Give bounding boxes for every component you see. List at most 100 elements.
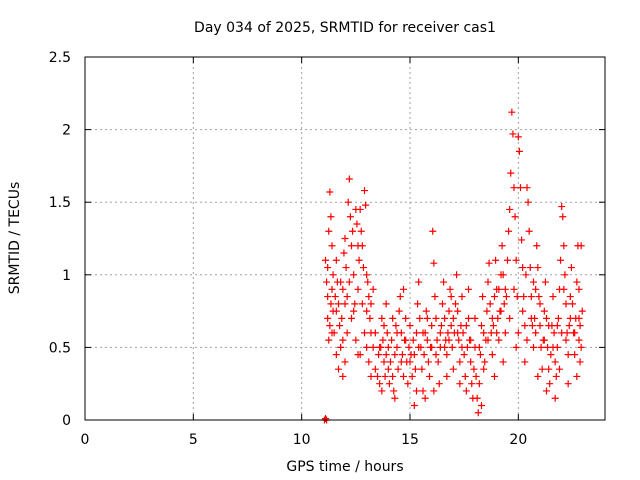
data-points [320, 108, 586, 424]
data-point [363, 343, 371, 351]
data-point [497, 307, 505, 315]
data-point [475, 343, 483, 351]
data-point [502, 293, 510, 301]
plot-frame [84, 56, 606, 421]
data-point [447, 322, 455, 330]
data-point [553, 322, 561, 330]
data-point [380, 322, 388, 330]
data-point [461, 372, 469, 380]
data-point [327, 300, 335, 308]
data-point [551, 394, 559, 402]
data-point [400, 372, 407, 380]
data-point [374, 372, 381, 380]
data-point [428, 343, 436, 351]
data-point [538, 365, 546, 373]
data-point [512, 256, 520, 264]
data-point [359, 264, 367, 272]
data-point [567, 264, 575, 272]
data-point [549, 293, 557, 301]
data-point [560, 242, 568, 250]
data-point [543, 314, 550, 322]
data-point [328, 329, 336, 337]
data-point [462, 387, 470, 395]
data-point [530, 343, 537, 351]
data-point [324, 293, 332, 301]
data-point [371, 329, 379, 337]
data-point [460, 351, 468, 359]
data-point [414, 300, 422, 308]
data-point [392, 322, 400, 330]
data-point [439, 300, 446, 308]
data-point [406, 358, 414, 366]
data-point [400, 285, 407, 293]
data-point [571, 351, 579, 359]
data-point [405, 343, 413, 351]
data-point [428, 322, 436, 330]
data-point [436, 329, 444, 337]
data-point [483, 307, 491, 315]
data-point [364, 278, 372, 286]
y-tick-label: 1.5 [49, 195, 71, 211]
data-point [349, 227, 357, 235]
data-point [481, 358, 489, 366]
data-point [409, 336, 417, 344]
data-point [332, 256, 340, 264]
data-point [491, 293, 498, 301]
data-point [431, 293, 439, 301]
data-point [430, 387, 438, 395]
data-point [480, 365, 488, 373]
data-point [515, 147, 523, 155]
data-point [489, 322, 497, 330]
data-point [564, 351, 572, 359]
data-point [576, 322, 584, 330]
data-point [413, 387, 420, 395]
data-point [541, 278, 549, 286]
data-point [369, 285, 377, 293]
data-point [341, 300, 349, 308]
data-point [449, 314, 457, 322]
data-point [379, 336, 387, 344]
data-point [500, 300, 508, 308]
data-point [335, 300, 342, 308]
data-point [340, 249, 348, 257]
data-point [471, 314, 479, 322]
data-point [525, 227, 533, 235]
y-tick-label: 2.5 [49, 50, 71, 66]
data-point [418, 365, 426, 373]
data-point [488, 314, 496, 322]
data-point [441, 314, 449, 322]
data-point [488, 351, 496, 359]
data-point [345, 175, 353, 183]
y-axis-label: SRMTID / TECUs [7, 182, 23, 295]
data-point [569, 300, 576, 308]
data-point [524, 198, 532, 206]
data-point [342, 264, 350, 272]
data-point [512, 343, 520, 351]
data-point [378, 314, 386, 322]
data-point [355, 256, 363, 264]
data-point [536, 322, 544, 330]
data-point [522, 271, 530, 279]
data-point [484, 336, 492, 344]
data-point [406, 322, 414, 330]
data-point [410, 351, 418, 359]
data-point [517, 184, 524, 192]
data-point [468, 380, 476, 388]
data-point [467, 358, 475, 366]
data-point [523, 184, 531, 192]
data-point [562, 336, 570, 344]
data-point [576, 358, 584, 366]
data-point [453, 271, 461, 279]
data-point [384, 343, 392, 351]
data-point [419, 329, 427, 337]
data-point [552, 372, 560, 380]
data-point [480, 329, 488, 337]
data-point [378, 387, 386, 395]
data-point [534, 264, 542, 272]
data-point [346, 213, 354, 221]
data-point [562, 300, 570, 308]
data-point [351, 300, 359, 308]
data-point [423, 314, 431, 322]
data-point [558, 329, 566, 337]
data-point [545, 365, 553, 373]
